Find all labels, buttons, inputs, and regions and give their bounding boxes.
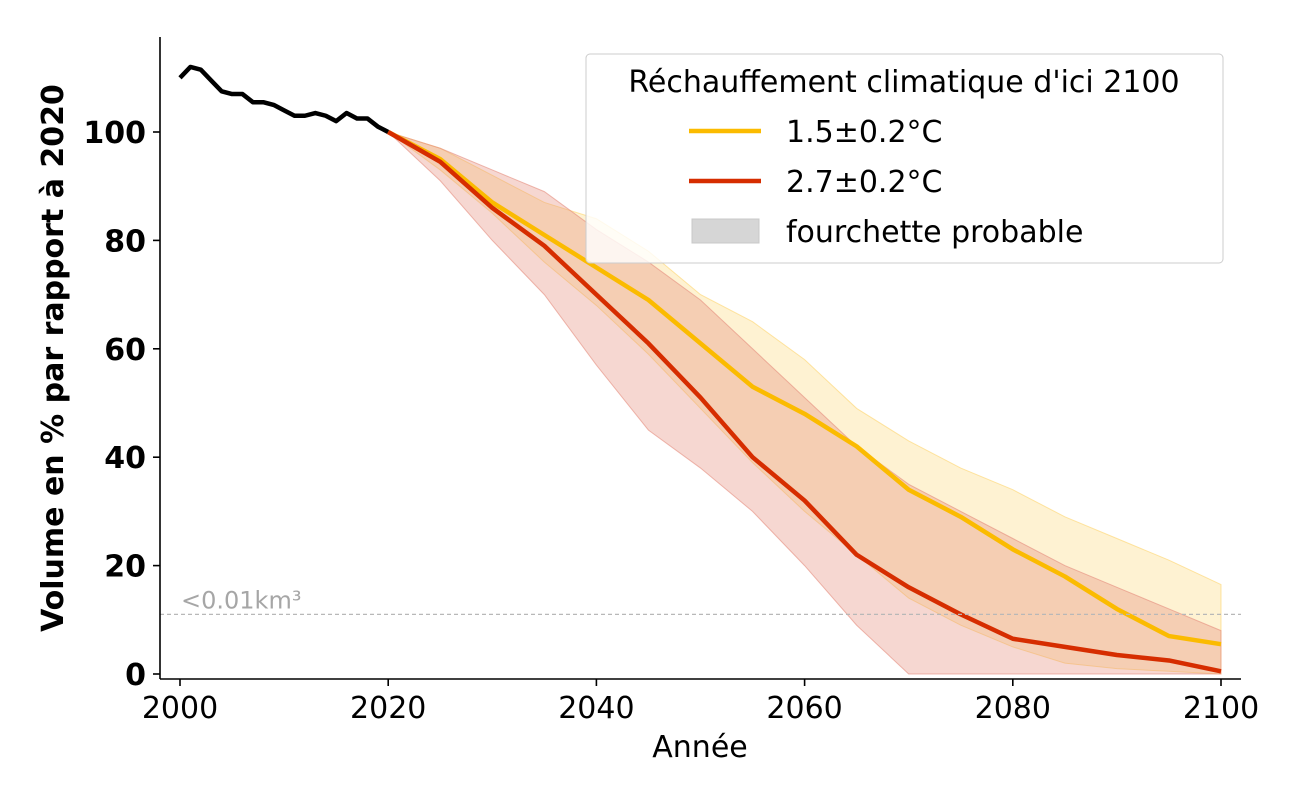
x-axis-label: Année xyxy=(652,730,747,765)
line-2-7 xyxy=(387,130,1222,674)
x-tick-label: 2100 xyxy=(1183,691,1259,726)
line-historical xyxy=(178,64,390,134)
x-tick-label: 2000 xyxy=(142,691,218,726)
y-tick-label: 20 xyxy=(104,550,146,585)
y-ticks: 0 20 40 60 80 100 xyxy=(83,116,160,693)
legend-label-1-5: 1.5±0.2°C xyxy=(786,115,943,150)
y-tick-label: 80 xyxy=(104,224,146,259)
legend-swatch-range xyxy=(691,218,760,244)
legend-box xyxy=(585,53,1224,264)
y-tick-label: 60 xyxy=(104,333,146,368)
x-tick-label: 2080 xyxy=(975,691,1051,726)
y-axis-label: Volume en % par rapport à 2020 xyxy=(36,84,71,632)
threshold-label: <0.01km³ xyxy=(181,586,301,614)
line-1-5 xyxy=(387,130,1222,647)
y-tick-label: 40 xyxy=(104,441,146,476)
legend-title: Réchauffement climatique d'ici 2100 xyxy=(628,65,1179,100)
series-lines xyxy=(178,64,1222,674)
x-tick-label: 2020 xyxy=(350,691,426,726)
legend-label-range: fourchette probable xyxy=(786,215,1083,250)
legend: Réchauffement climatique d'ici 2100 1.5±… xyxy=(585,53,1224,264)
y-tick-label: 100 xyxy=(83,116,146,151)
legend-label-2-7: 2.7±0.2°C xyxy=(786,165,943,200)
x-tick-label: 2040 xyxy=(558,691,634,726)
x-ticks: 2000 2020 2040 2060 2080 2100 xyxy=(142,679,1259,726)
x-tick-label: 2060 xyxy=(766,691,842,726)
y-tick-label: 0 xyxy=(125,658,146,693)
